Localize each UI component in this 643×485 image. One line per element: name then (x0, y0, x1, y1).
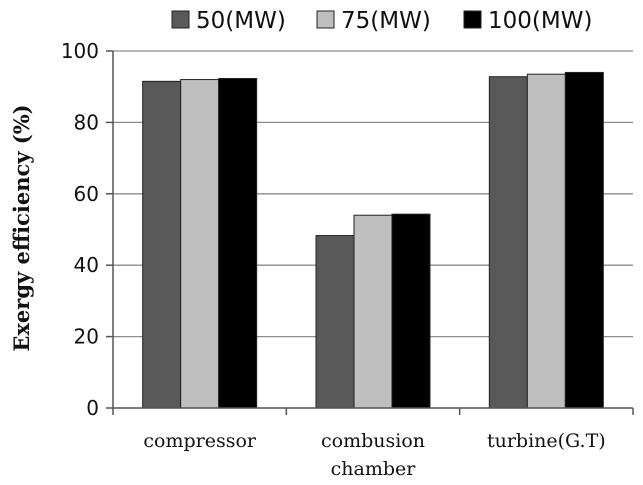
bars (142, 71, 604, 409)
y-tick-label: 100 (61, 39, 99, 63)
legend-label: 100(MW) (488, 8, 592, 34)
y-tick-label: 0 (86, 396, 99, 420)
y-tick-label: 80 (74, 110, 99, 134)
bar-2-2 (353, 214, 393, 409)
y-axis-title: Exergy efficiency (%) (9, 104, 34, 351)
y-tick-label: 60 (74, 182, 99, 206)
y-tick-label: 40 (74, 253, 99, 277)
bar-2-3 (526, 73, 566, 409)
x-category-label: combusion (321, 430, 425, 452)
bar-3-1 (218, 77, 258, 409)
legend-swatch (171, 10, 190, 29)
bar-3-3 (564, 71, 604, 409)
x-category-labels: compressor combusion chamber turbine(G.T) (143, 430, 605, 480)
legend-swatch (316, 10, 335, 29)
bar-2-1 (180, 79, 220, 409)
legend: 50(MW) 75(MW) 100(MW) (171, 8, 592, 34)
bar-1-2 (315, 235, 355, 409)
y-tick-labels: 0 20 40 60 80 100 (61, 39, 99, 420)
x-category-label: chamber (331, 458, 417, 480)
x-category-label: compressor (143, 430, 257, 452)
bar-1-3 (488, 76, 528, 409)
legend-label: 75(MW) (341, 8, 431, 34)
bar-1-1 (142, 80, 182, 409)
bar-3-2 (391, 213, 431, 409)
axes (106, 50, 634, 415)
legend-label: 50(MW) (196, 8, 286, 34)
x-category-label: turbine(G.T) (487, 430, 606, 452)
legend-swatch (463, 10, 482, 29)
y-tick-label: 20 (74, 325, 99, 349)
